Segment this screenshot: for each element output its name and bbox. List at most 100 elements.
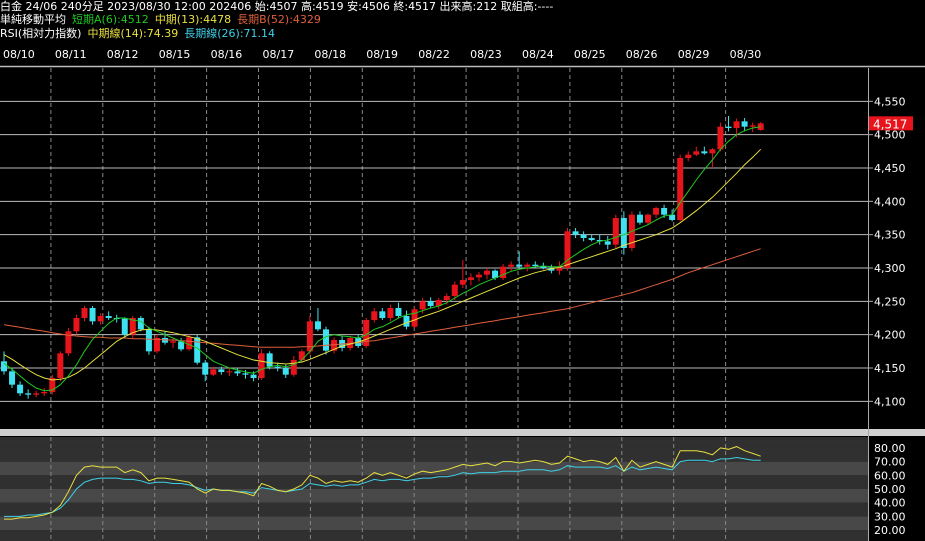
candle-down — [532, 264, 539, 266]
candle-up — [411, 309, 418, 327]
date-label: 08/25 — [574, 48, 606, 61]
panel-divider — [0, 429, 925, 436]
rsi-tick-label: 70.00 — [874, 456, 906, 469]
date-label: 08/19 — [366, 48, 398, 61]
candle-up — [371, 311, 378, 320]
ma-legend: 単純移動平均 短期A(6):4512 中期(13):4478 長期B(52):4329 — [0, 13, 321, 27]
candle-up — [186, 337, 193, 350]
candle-up — [226, 371, 233, 373]
price-tick-label: 4,250 — [874, 295, 906, 308]
candle-down — [572, 231, 579, 235]
candle-down — [403, 316, 410, 327]
candle-up — [612, 218, 619, 245]
ma-long-line — [3, 248, 761, 348]
candle-up — [733, 121, 740, 128]
candle-down — [492, 270, 499, 278]
rsi-band — [0, 502, 868, 517]
candle-up — [387, 308, 394, 318]
candle-down — [636, 214, 643, 223]
candle-up — [556, 268, 563, 271]
candle-down — [548, 268, 555, 271]
rsi-tick-label: 40.00 — [874, 497, 906, 510]
candle-down — [89, 308, 96, 322]
candle-down — [282, 368, 289, 375]
candle-up — [645, 214, 651, 223]
candle-up — [49, 378, 56, 392]
candle-down — [218, 369, 225, 372]
candle-down — [701, 151, 708, 154]
rsi-mid-label: 中期線(14):74.39 — [87, 27, 179, 40]
quote-header: 白金 24/06 240分足 2023/08/30 12:00 202406 始… — [0, 0, 553, 14]
ma-short-label: 短期A(6):4512 — [72, 13, 149, 26]
ma-mid-line — [3, 148, 762, 381]
rsi-tick-label: 20.00 — [874, 524, 906, 537]
candle-up — [290, 360, 297, 375]
rsi-tick-label: 50.00 — [874, 483, 906, 496]
rsi-band — [0, 475, 868, 489]
candle-up — [693, 151, 700, 155]
candle-down — [105, 316, 112, 318]
candle-down — [274, 366, 281, 368]
rsi-band — [0, 530, 868, 541]
date-label: 08/18 — [314, 48, 346, 61]
candle-up — [500, 266, 507, 278]
price-tick-label: 4,550 — [874, 95, 906, 108]
candle-down — [9, 371, 16, 385]
price-tick-label: 4,200 — [874, 329, 906, 342]
candle-down — [725, 126, 732, 128]
rsi-tick-label: 60.00 — [874, 469, 906, 482]
candle-up — [677, 158, 684, 220]
date-label: 08/30 — [730, 48, 762, 61]
candle-down — [427, 301, 434, 306]
rsi-tick-label: 80.00 — [874, 442, 906, 455]
candle-up — [564, 231, 571, 268]
ma-title: 単純移動平均 — [0, 13, 66, 26]
candle-up — [57, 353, 64, 378]
rsi-title: RSI(相対力指数) — [0, 27, 82, 40]
candle-down — [620, 218, 627, 248]
candle-up — [65, 331, 72, 354]
quote-label: 白金 24/06 240分足 2023/08/30 12:00 202406 始… — [0, 0, 554, 13]
candle-up — [298, 351, 305, 360]
rsi-mid-line — [4, 446, 761, 520]
date-label: 08/10 — [3, 48, 35, 61]
date-label: 08/16 — [211, 48, 243, 61]
candle-up — [41, 392, 48, 394]
date-label: 08/23 — [470, 48, 502, 61]
candle-up — [419, 301, 426, 310]
candle-up — [81, 308, 88, 318]
date-label: 08/17 — [263, 48, 295, 61]
candle-down — [669, 214, 676, 220]
candle-down — [741, 121, 748, 127]
rsi-band — [0, 516, 868, 531]
candle-down — [604, 241, 611, 245]
rsi-band — [0, 461, 868, 476]
candle-down — [540, 266, 547, 268]
candle-up — [459, 280, 466, 285]
candle-up — [331, 340, 338, 351]
candle-up — [363, 320, 370, 346]
candle-up — [653, 208, 660, 215]
candle-up — [717, 126, 724, 150]
candle-up — [306, 321, 313, 352]
rsi-tick-label: 30.00 — [874, 510, 906, 523]
date-label: 08/29 — [678, 48, 710, 61]
candle-up — [524, 264, 531, 267]
price-tick-label: 4,400 — [874, 195, 906, 208]
candle-down — [323, 329, 329, 351]
candle-down — [178, 341, 185, 350]
price-tick-label: 4,450 — [874, 162, 906, 175]
candle-up — [484, 270, 490, 275]
price-tick-label: 4,350 — [874, 229, 906, 242]
candle-down — [661, 208, 668, 215]
candle-up — [129, 318, 136, 335]
candle-down — [250, 374, 257, 378]
candle-down — [395, 308, 402, 316]
rsi-band — [0, 447, 868, 462]
candle-down — [234, 371, 241, 374]
rsi-long-line — [4, 456, 761, 517]
price-tick-label: 4,100 — [874, 395, 906, 408]
candle-up — [170, 341, 177, 343]
candle-down — [202, 362, 209, 375]
candle-down — [379, 311, 386, 318]
